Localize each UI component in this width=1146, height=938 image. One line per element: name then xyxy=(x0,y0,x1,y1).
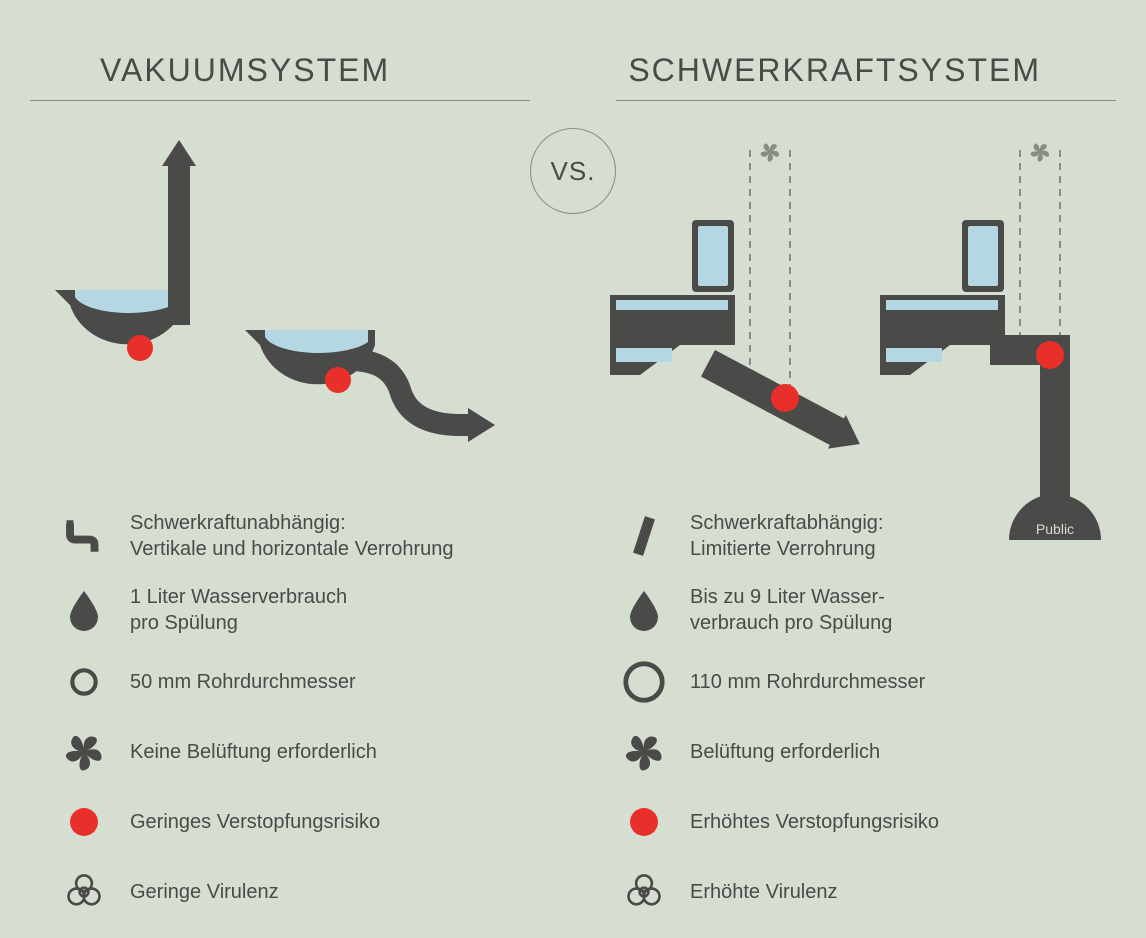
fan-icon xyxy=(60,728,108,776)
feature-item-left-5: Geringe Virulenz xyxy=(60,868,500,916)
feature-text: 1 Liter Wasserverbrauchpro Spülung xyxy=(130,584,347,636)
feature-item-left-2: 50 mm Rohrdurchmesser xyxy=(60,658,500,706)
circle-large-icon xyxy=(620,658,668,706)
feature-item-right-5: Erhöhte Virulenz xyxy=(620,868,1060,916)
feature-text: Keine Belüftung erforderlich xyxy=(130,739,377,765)
fan-icon xyxy=(620,728,668,776)
feature-text: 110 mm Rohrdurchmesser xyxy=(690,669,925,695)
pipe-diag-icon xyxy=(620,512,668,560)
feature-item-left-1: 1 Liter Wasserverbrauchpro Spülung xyxy=(60,584,500,636)
feature-text: Schwerkraftabhängig:Limitierte Verrohrun… xyxy=(690,510,883,562)
feature-text: Geringe Virulenz xyxy=(130,879,279,905)
feature-item-right-0: Schwerkraftabhängig:Limitierte Verrohrun… xyxy=(620,510,1060,562)
header: VAKUUMSYSTEM SCHWERKRAFTSYSTEM xyxy=(0,52,1146,100)
divider-left xyxy=(30,100,530,101)
feature-text: Bis zu 9 Liter Wasser-verbrauch pro Spül… xyxy=(690,584,892,636)
feature-item-right-2: 110 mm Rohrdurchmesser xyxy=(620,658,1060,706)
drop-icon xyxy=(60,586,108,634)
feature-text: Schwerkraftunabhängig:Vertikale und hori… xyxy=(130,510,454,562)
divider-right xyxy=(616,100,1116,101)
vacuum-bowl-horizontal xyxy=(245,330,495,442)
feature-text: Erhöhte Virulenz xyxy=(690,879,838,905)
drop-icon xyxy=(620,586,668,634)
vacuum-bowl-vertical xyxy=(55,140,196,361)
title-vacuum: VAKUUMSYSTEM xyxy=(100,52,390,89)
gravity-toilet-sewer: Public sewer xyxy=(880,143,1101,540)
feature-item-right-1: Bis zu 9 Liter Wasser-verbrauch pro Spül… xyxy=(620,584,1060,636)
feature-text: Geringes Verstopfungsrisiko xyxy=(130,809,380,835)
feature-item-left-4: Geringes Verstopfungsrisiko xyxy=(60,798,500,846)
feature-item-left-3: Keine Belüftung erforderlich xyxy=(60,728,500,776)
feature-text: 50 mm Rohrdurchmesser xyxy=(130,669,356,695)
feature-item-right-4: Erhöhtes Verstopfungsrisiko xyxy=(620,798,1060,846)
feature-item-right-3: Belüftung erforderlich xyxy=(620,728,1060,776)
gravity-toilet-diagonal xyxy=(610,143,869,461)
feature-list-gravity: Schwerkraftabhängig:Limitierte Verrohrun… xyxy=(620,510,1060,938)
red-dot-icon xyxy=(620,798,668,846)
feature-item-left-0: Schwerkraftunabhängig:Vertikale und hori… xyxy=(60,510,500,562)
feature-text: Erhöhtes Verstopfungsrisiko xyxy=(690,809,939,835)
feature-list-vacuum: Schwerkraftunabhängig:Vertikale und hori… xyxy=(60,510,500,938)
feature-text: Belüftung erforderlich xyxy=(690,739,880,765)
title-gravity: SCHWERKRAFTSYSTEM xyxy=(628,52,1041,89)
biohazard-icon xyxy=(620,868,668,916)
comparison-diagram: Public sewer xyxy=(0,140,1146,540)
pipe-bend-icon xyxy=(60,512,108,560)
circle-small-icon xyxy=(60,658,108,706)
red-dot-icon xyxy=(60,798,108,846)
biohazard-icon xyxy=(60,868,108,916)
